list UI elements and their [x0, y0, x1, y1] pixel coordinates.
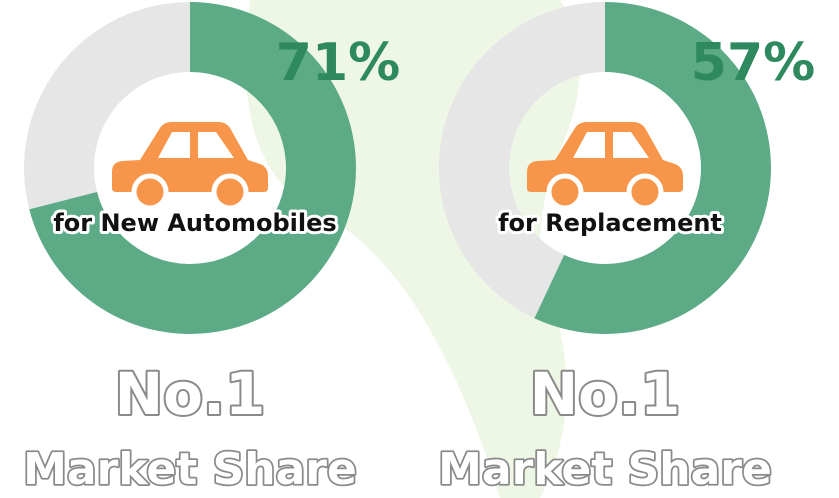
subcaption: Market Share [438, 444, 772, 495]
donut-segment [534, 2, 771, 334]
charts: 71% for New Automobiles No.1 Market Share 57… [21, 2, 815, 497]
subcaption: Market Share [23, 444, 357, 495]
caption: No.1 [530, 360, 681, 428]
donut-segment [29, 2, 356, 335]
donut-segment [24, 2, 191, 210]
caption: No.1 [115, 360, 266, 428]
donut-segment [438, 2, 605, 319]
percent-label: 71% [276, 33, 400, 93]
percent-label: 57% [691, 33, 815, 93]
segment-label: for Replacement [498, 209, 722, 237]
segment-label: for New Automobiles [53, 209, 336, 237]
car-icon [112, 122, 268, 208]
